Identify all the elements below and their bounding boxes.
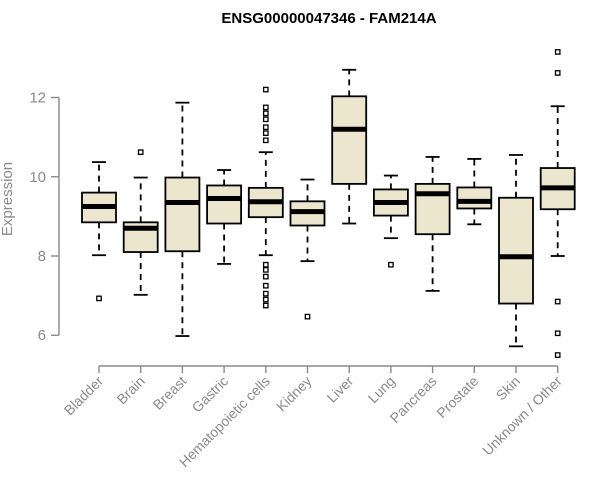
box-group <box>498 154 534 348</box>
x-tick-label: Brain <box>113 373 147 407</box>
outlier-point <box>96 295 102 302</box>
outlier-point <box>554 352 561 358</box>
outlier-point <box>262 124 269 131</box>
outlier-point <box>262 137 269 144</box>
outlier-point <box>262 86 269 93</box>
box-group <box>122 149 159 296</box>
outlier-point <box>262 116 269 123</box>
box-group <box>81 161 117 302</box>
box-group <box>206 169 243 265</box>
outlier-point <box>554 330 561 337</box>
outlier-point <box>262 130 269 137</box>
x-tick-label: Liver <box>324 373 357 406</box>
outlier-point <box>262 267 269 273</box>
outlier-point <box>304 313 311 320</box>
box-group <box>331 68 368 225</box>
box-rect <box>164 176 201 253</box>
x-tick-label: Bladder <box>61 373 107 419</box>
outlier-point <box>388 261 394 268</box>
y-axis: 6 8 10 12 <box>29 90 60 344</box>
y-tick-label: 6 <box>38 327 46 344</box>
y-tick-label: 8 <box>38 248 46 265</box>
x-tick-label: Prostate <box>433 373 481 421</box>
outlier-point <box>262 273 269 280</box>
outlier-point <box>554 298 561 305</box>
y-tick-label: 10 <box>29 169 46 186</box>
outlier-point <box>137 149 144 156</box>
outlier-point <box>262 302 269 309</box>
box-group <box>372 174 409 268</box>
box-rect <box>456 186 493 210</box>
box-group <box>289 178 326 320</box>
outlier-point <box>554 70 561 76</box>
box-rect <box>331 95 368 185</box>
outlier-point <box>262 261 269 268</box>
x-tick-label: Skin <box>493 373 524 404</box>
box-group <box>456 158 493 226</box>
outlier-point <box>262 104 269 111</box>
x-tick-label: Unknown / Other <box>479 373 565 459</box>
y-tick-label: 12 <box>29 90 46 107</box>
box-rect <box>206 184 243 225</box>
x-tick-label: Kidney <box>273 373 315 415</box>
box-series <box>81 49 576 358</box>
box-group <box>247 86 284 309</box>
outlier-point <box>262 282 269 289</box>
chart-title: ENSG00000047346 - FAM214A <box>221 10 436 27</box>
outlier-point <box>554 49 561 55</box>
y-axis-label: Expression <box>0 162 16 236</box>
box-group <box>414 156 451 292</box>
x-tick-label: Lung <box>365 373 398 406</box>
box-group <box>539 49 576 358</box>
outlier-point <box>262 290 269 297</box>
box-rect <box>498 196 534 305</box>
outlier-point <box>262 110 269 117</box>
box-group <box>164 101 201 337</box>
outlier-point <box>262 296 269 303</box>
x-tick-label: Breast <box>150 373 190 413</box>
